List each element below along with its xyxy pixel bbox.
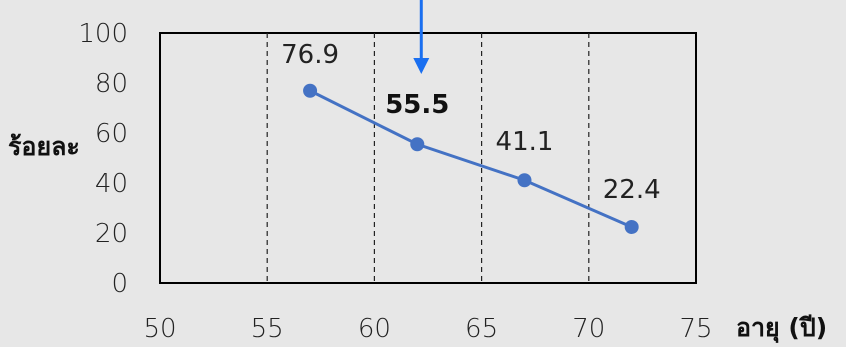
series-line	[309, 89, 633, 229]
y-axis-title: ร้อยละ	[8, 132, 80, 161]
y-tick-label: 0	[111, 269, 128, 299]
x-axis-ticks: 50 55 60 65 70 75	[143, 314, 712, 344]
highlight-arrow	[413, 0, 430, 74]
y-tick-label: 80	[95, 69, 128, 99]
x-tick-label: 55	[251, 314, 284, 344]
gridlines	[266, 33, 590, 283]
data-label: 55.5	[385, 90, 449, 120]
data-label: 22.4	[603, 175, 661, 205]
data-point	[624, 220, 639, 234]
data-points	[303, 83, 639, 234]
x-tick-label: 60	[358, 314, 391, 344]
data-point	[410, 137, 425, 152]
data-labels: 76.9 55.5 41.1 22.4	[281, 40, 660, 205]
plot-area	[159, 32, 697, 284]
y-tick-label: 40	[95, 169, 128, 199]
data-point	[517, 173, 532, 188]
x-axis-title: อายุ (ปี)	[736, 313, 827, 344]
data-point	[303, 83, 318, 98]
data-label: 76.9	[281, 40, 339, 70]
arrow-head	[413, 58, 430, 74]
y-tick-label: 100	[78, 19, 128, 49]
x-tick-label: 65	[465, 314, 498, 344]
y-tick-label: 60	[95, 119, 128, 149]
y-axis-ticks: 0 20 40 60 80 100	[78, 19, 128, 299]
data-label: 41.1	[496, 127, 554, 157]
x-tick-label: 70	[572, 314, 605, 344]
y-tick-label: 20	[95, 219, 128, 249]
x-tick-label: 75	[679, 314, 712, 344]
x-tick-label: 50	[143, 314, 176, 344]
